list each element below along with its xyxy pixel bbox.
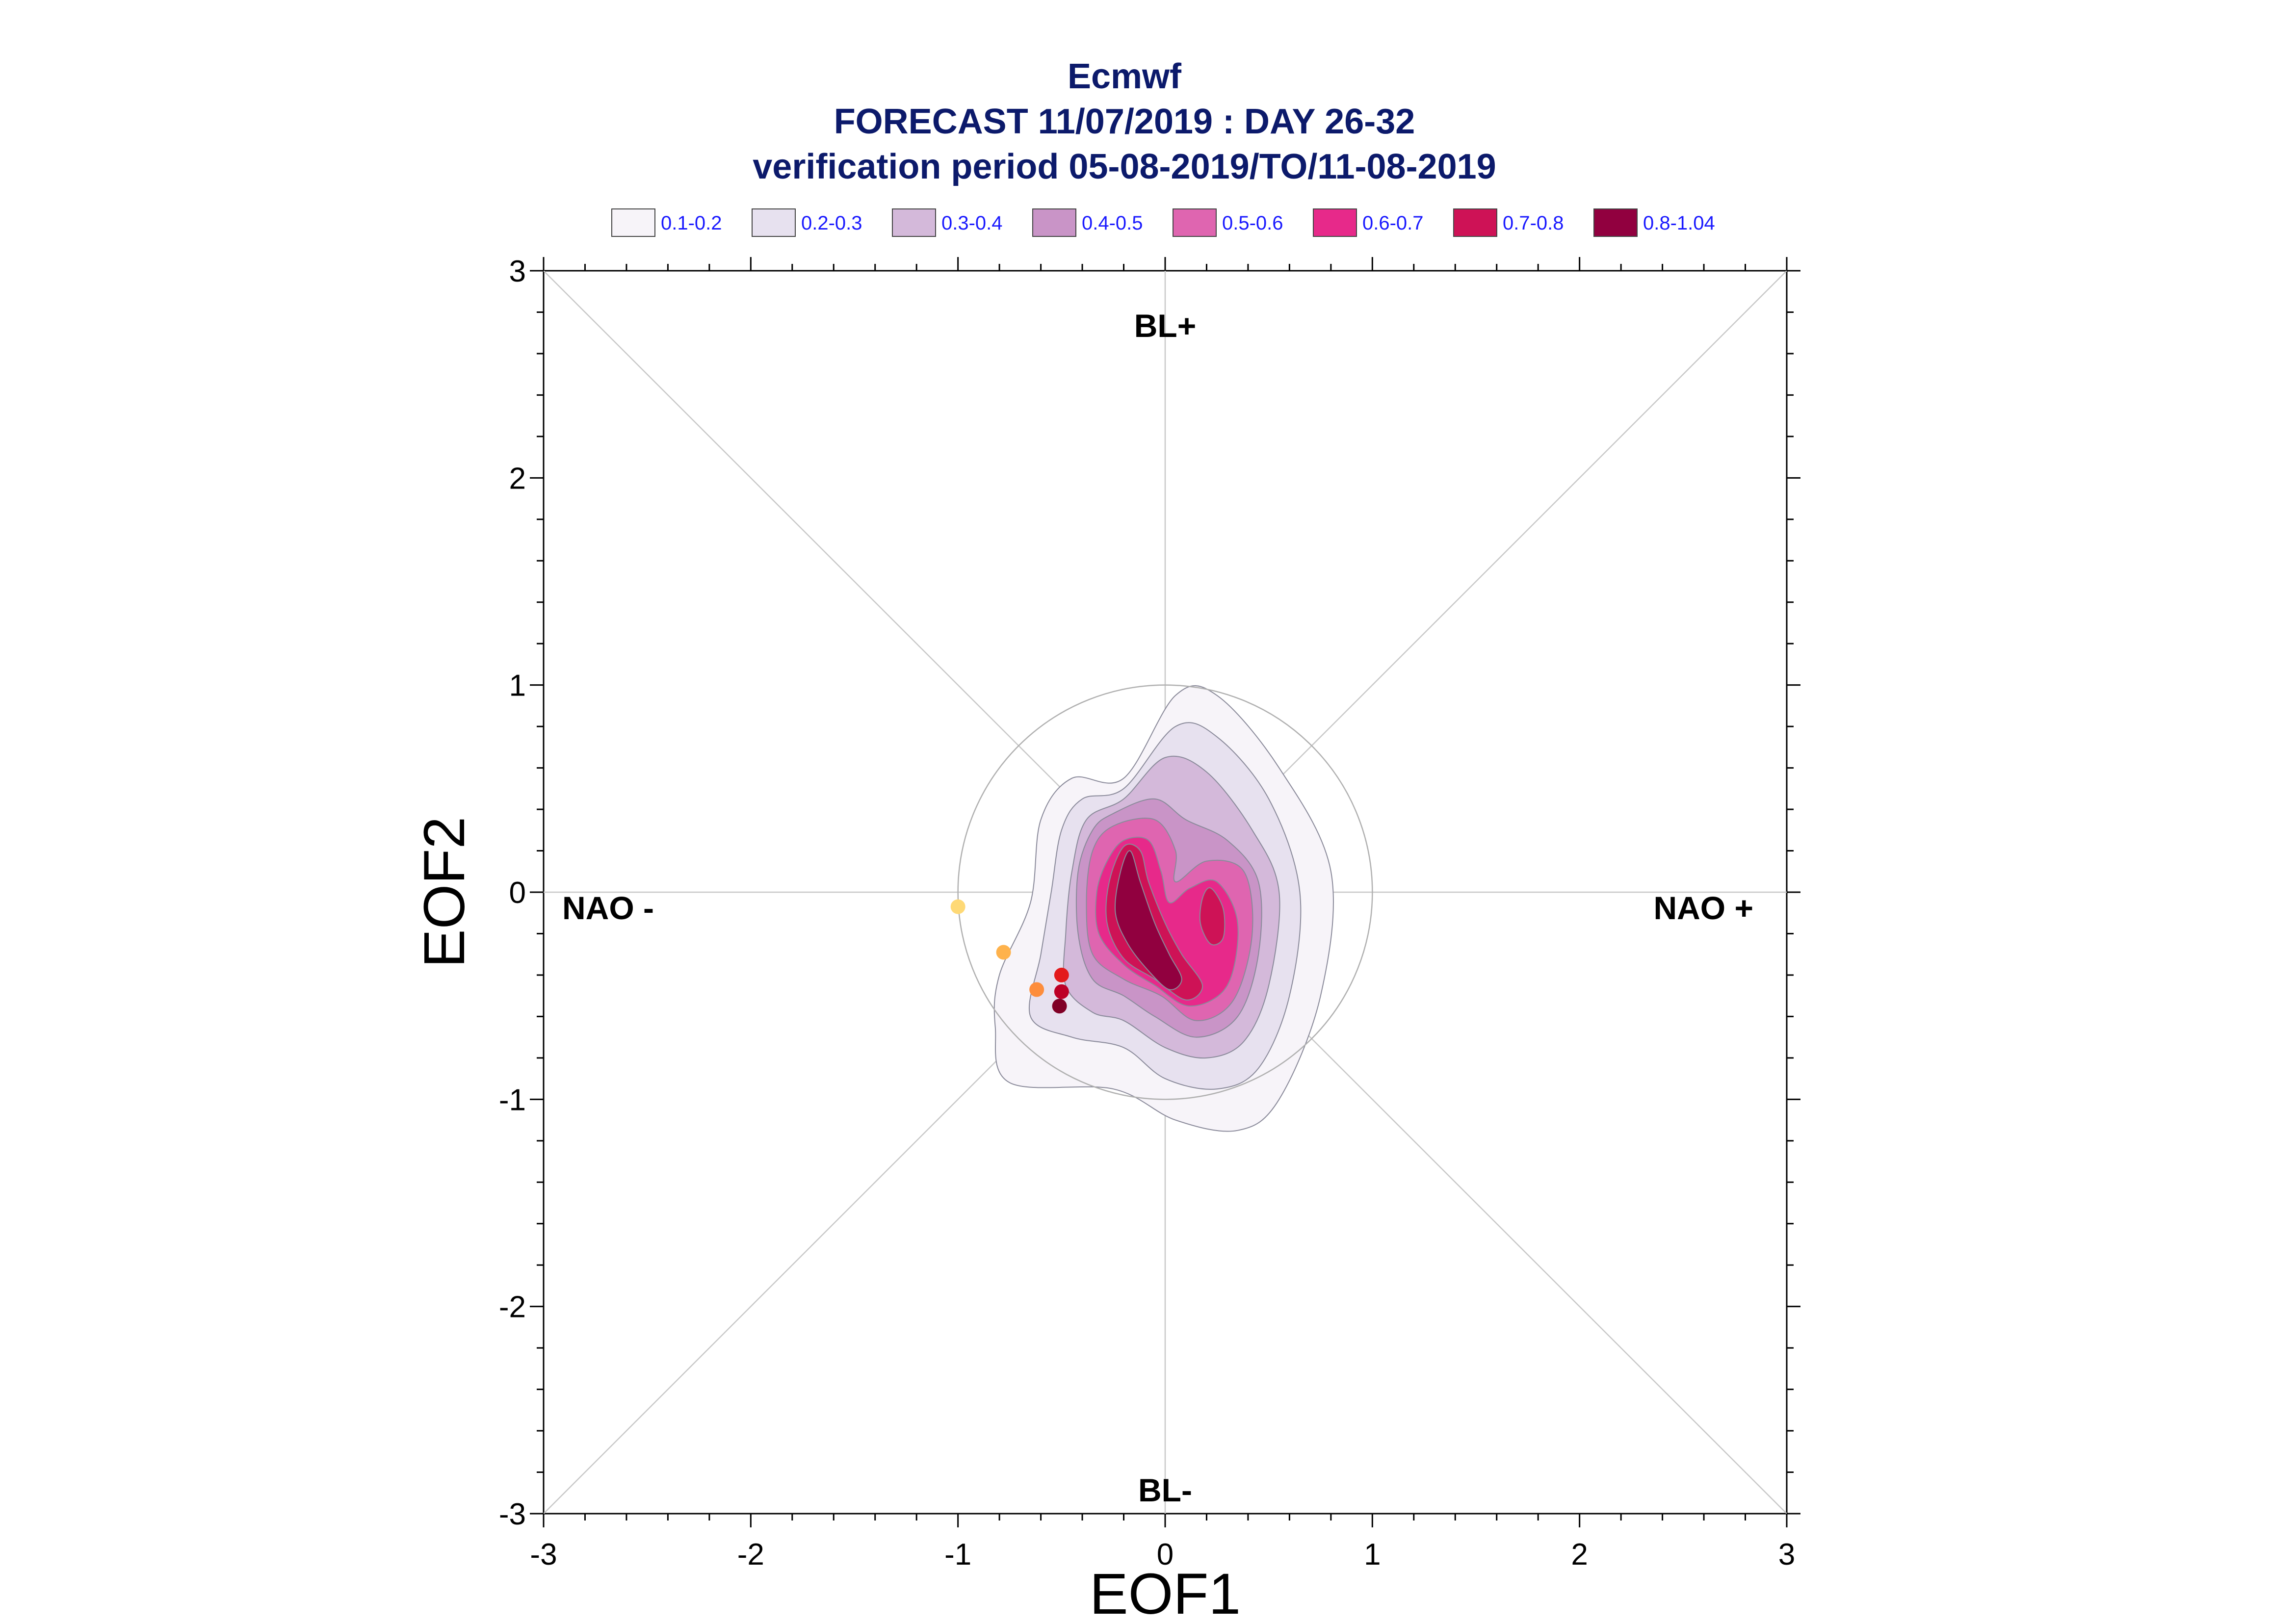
plot-area: -3 -2 -1 0 1 2 3 -3 -2 -1 0 1 2 3	[499, 255, 1800, 1572]
legend-label-0: 0.1-0.2	[661, 212, 722, 234]
x-tick-label: 1	[1364, 1538, 1381, 1572]
legend-swatch-2	[892, 208, 936, 237]
tick-labels: -3 -2 -1 0 1 2 3 -3 -2 -1 0 1 2 3	[499, 255, 1795, 1572]
legend-label-3: 0.4-0.5	[1082, 212, 1143, 234]
legend-label-7: 0.8-1.04	[1643, 212, 1715, 234]
chart-title: Ecmwf FORECAST 11/07/2019 : DAY 26-32 ve…	[753, 57, 1496, 186]
legend-label-5: 0.6-0.7	[1362, 212, 1424, 234]
region-label-nao-plus: NAO +	[1653, 890, 1753, 926]
legend-swatch-1	[752, 208, 796, 237]
legend-swatch-4	[1173, 208, 1217, 237]
axis-ticks	[530, 257, 1800, 1527]
title-line-2: FORECAST 11/07/2019 : DAY 26-32	[834, 102, 1415, 141]
legend-label-4: 0.5-0.6	[1222, 212, 1283, 234]
legend: 0.1-0.2 0.2-0.3 0.3-0.4 0.4-0.5 0.5-0.6 0.6-0…	[611, 208, 1715, 237]
contour-8	[1114, 850, 1182, 990]
region-label-bl-minus: BL-	[1138, 1472, 1192, 1508]
y-tick-label: 3	[509, 255, 526, 288]
region-label-nao-minus: NAO -	[562, 890, 654, 926]
reference-circle	[957, 684, 1373, 1100]
legend-swatch-0	[611, 208, 655, 237]
title-line-1: Ecmwf	[1068, 57, 1182, 96]
contour-layer	[993, 685, 1334, 1132]
legend-swatch-7	[1593, 208, 1638, 237]
legend-swatch-5	[1313, 208, 1357, 237]
y-tick-label: -2	[499, 1290, 526, 1324]
x-tick-label: 3	[1778, 1538, 1795, 1572]
title-line-3: verification period 05-08-2019/TO/11-08-…	[753, 147, 1496, 186]
y-tick-label: 2	[509, 462, 526, 495]
trajectory-point-0	[950, 899, 965, 914]
legend-label-2: 0.3-0.4	[941, 212, 1003, 234]
legend-swatch-6	[1453, 208, 1497, 237]
legend-label-1: 0.2-0.3	[801, 212, 862, 234]
trajectory-point-4	[1054, 984, 1069, 999]
trajectory-point-3	[1054, 967, 1069, 982]
trajectory-point-2	[1029, 982, 1044, 997]
y-axis-label: EOF2	[412, 817, 477, 968]
x-tick-label: -3	[530, 1538, 557, 1572]
legend-label-6: 0.7-0.8	[1503, 212, 1564, 234]
y-tick-label: -3	[499, 1497, 526, 1531]
trajectory-point-5	[1052, 999, 1067, 1014]
y-tick-label: 0	[509, 876, 526, 910]
y-tick-label: 1	[509, 669, 526, 703]
legend-swatch-3	[1032, 208, 1076, 237]
contour-7	[1199, 887, 1226, 946]
x-tick-label: -2	[737, 1538, 764, 1572]
x-tick-label: 2	[1571, 1538, 1588, 1572]
trajectory-points	[950, 899, 1069, 1014]
region-label-bl-plus: BL+	[1134, 308, 1197, 344]
trajectory-point-1	[996, 945, 1011, 960]
y-tick-label: -1	[499, 1083, 526, 1117]
x-tick-label: -1	[944, 1538, 971, 1572]
x-axis-label: EOF1	[1090, 1562, 1241, 1624]
x-tick-label: 0	[1157, 1538, 1174, 1572]
